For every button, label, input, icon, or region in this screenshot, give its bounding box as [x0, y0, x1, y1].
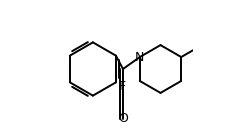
Text: O: O: [118, 112, 128, 125]
Text: F: F: [119, 80, 126, 93]
Text: N: N: [135, 51, 144, 63]
